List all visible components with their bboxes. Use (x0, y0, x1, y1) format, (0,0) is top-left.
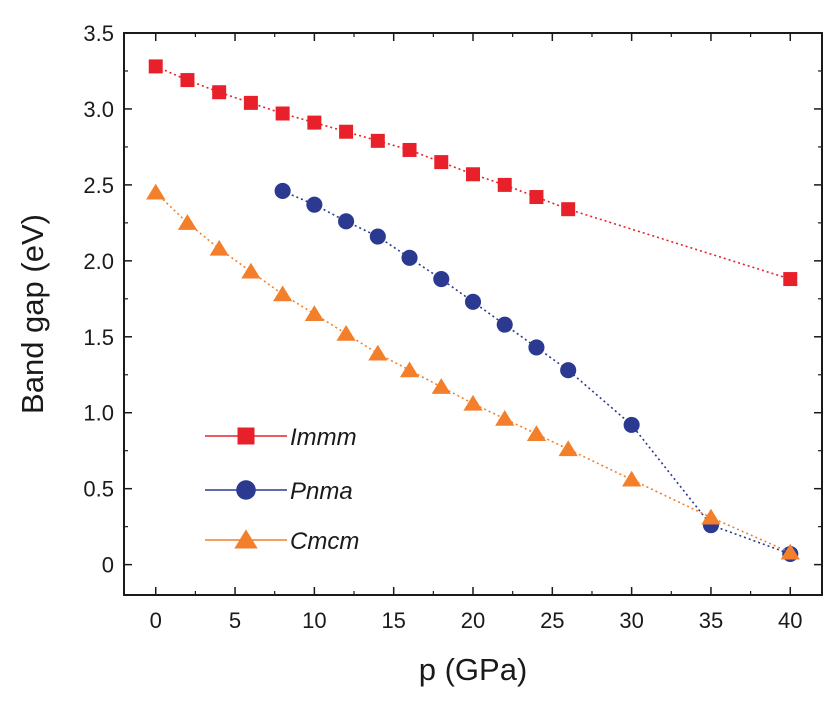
y-axis-title: Band gap (eV) (15, 214, 50, 414)
data-point (622, 470, 642, 487)
series-immm (148, 59, 798, 287)
data-point (431, 378, 451, 394)
y-tick-label: 1.0 (83, 401, 114, 426)
data-point (402, 142, 417, 157)
data-point (338, 213, 355, 230)
plot-area (123, 32, 823, 596)
x-axis-title: p (GPa) (419, 652, 528, 687)
legend-marker (234, 529, 258, 549)
x-tick-label: 0 (150, 608, 162, 633)
series-line (282, 190, 791, 555)
data-point (780, 543, 800, 560)
data-point (212, 85, 227, 100)
series-pnma (274, 182, 799, 563)
data-point (369, 228, 386, 245)
x-tick-label: 5 (229, 608, 241, 633)
data-point (560, 362, 577, 379)
y-tick-label: 2.5 (83, 173, 114, 198)
data-point (558, 440, 578, 457)
data-point (528, 339, 545, 356)
legend-marker (237, 427, 255, 445)
x-tick-label: 25 (540, 608, 564, 633)
series-line (155, 65, 791, 280)
x-tick-label: 35 (699, 608, 723, 633)
data-point (623, 416, 640, 433)
data-point (307, 115, 322, 130)
legend-marker (236, 480, 256, 500)
x-tick-label: 40 (778, 608, 802, 633)
data-point (146, 183, 166, 200)
data-point (243, 95, 258, 110)
data-point (463, 394, 483, 411)
x-tick-label: 30 (619, 608, 643, 633)
y-tick-label: 3.5 (83, 21, 114, 46)
data-point (304, 305, 324, 321)
series-line (155, 191, 791, 554)
y-axis-ticks: 0 0.5 1.0 1.5 2.0 2.5 3.0 3.5 (83, 21, 822, 578)
data-point (561, 202, 576, 217)
y-tick-label: 1.5 (83, 325, 114, 350)
legend-label: Cmcm (290, 528, 359, 555)
x-tick-label: 20 (461, 608, 485, 633)
data-point (496, 316, 513, 333)
data-point (273, 285, 293, 302)
data-point (399, 361, 420, 378)
data-point (306, 196, 323, 213)
data-point (336, 324, 356, 341)
x-tick-label: 10 (302, 608, 326, 633)
data-point (339, 124, 354, 139)
data-point (497, 177, 512, 192)
data-point (180, 73, 195, 88)
legend-label: Pnma (290, 478, 353, 505)
y-tick-label: 2.0 (83, 249, 114, 274)
data-point (401, 249, 418, 266)
data-point (466, 167, 480, 182)
data-point (209, 239, 229, 256)
data-point (275, 106, 290, 121)
data-point (241, 262, 261, 279)
data-point (701, 508, 721, 525)
data-point (177, 214, 198, 230)
series-layer (146, 59, 800, 563)
data-point (434, 155, 449, 170)
data-point (274, 182, 291, 200)
data-point (433, 271, 450, 288)
data-point (370, 133, 385, 148)
x-axis-ticks: 0 5 10 15 20 25 30 35 40 (150, 33, 803, 633)
data-point (368, 344, 388, 361)
data-point (464, 293, 482, 310)
y-tick-label: 3.0 (83, 97, 114, 122)
legend: Immm Pnma Cmcm (205, 424, 359, 555)
data-point (526, 425, 547, 441)
data-point (495, 410, 515, 426)
data-point (783, 272, 798, 287)
x-tick-label: 15 (381, 608, 405, 633)
y-tick-label: 0 (102, 553, 114, 578)
data-point (529, 190, 544, 205)
legend-label: Immm (290, 424, 357, 451)
series-cmcm (146, 183, 800, 560)
y-tick-label: 0.5 (83, 477, 114, 502)
data-point (148, 59, 163, 74)
plot-frame (123, 32, 823, 596)
